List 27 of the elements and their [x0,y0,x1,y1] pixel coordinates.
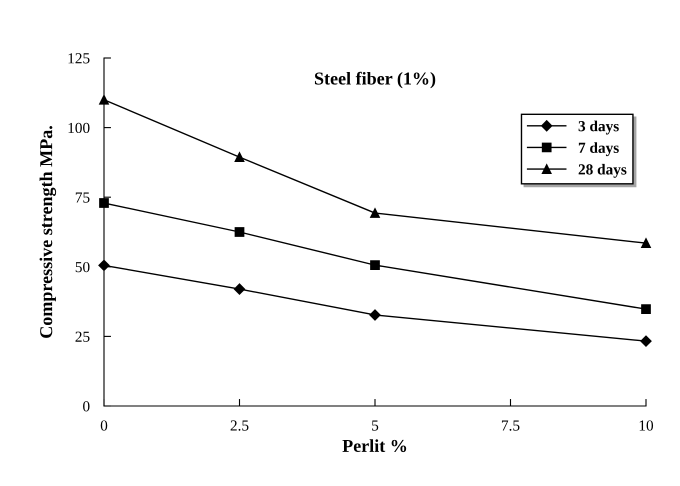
x-tick-label: 10 [640,420,654,431]
x-tick-label: 7.5 [502,420,520,431]
legend-label: 3 days [578,120,619,134]
x-tick-label: 5 [372,420,378,431]
x-tick-label: 0 [100,420,108,431]
text: Steel fiber (1%) [314,72,436,88]
point [641,238,651,248]
y-tick-label: 125 [68,53,90,64]
point [640,336,652,347]
point [641,304,651,314]
point [370,208,380,218]
legend-label: 28 days [578,164,626,178]
y-tick-label: 0 [83,401,90,412]
y-tick-label: 75 [76,192,90,203]
y-axis-title: Compressive strength MPa. [40,126,56,338]
y-tick-label: 100 [68,122,90,134]
y-tick-label: 50 [76,262,90,272]
point [234,283,246,295]
point [99,198,109,208]
point [370,260,380,270]
legend-label: 7 days [578,142,619,156]
x-axis-title: Perlit % [342,439,406,452]
y-tick-label: 25 [76,332,90,342]
point [234,152,244,162]
point [369,309,381,321]
point [234,227,244,237]
x-tick-label: 2.5 [230,420,248,431]
